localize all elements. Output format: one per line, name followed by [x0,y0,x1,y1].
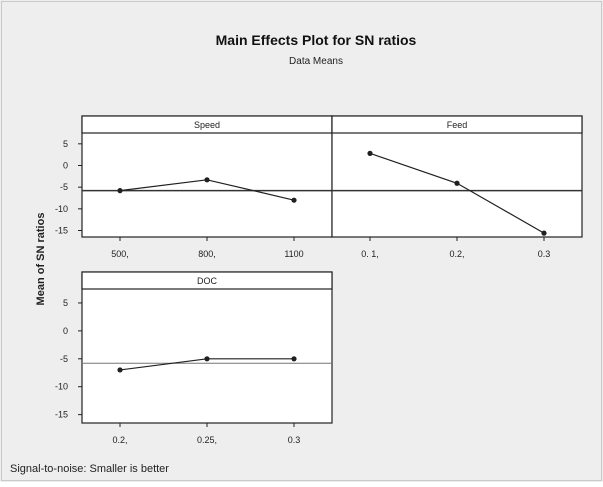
x-tick-label: 0.25, [197,435,217,445]
panel-area [331,115,583,238]
data-point [367,150,373,156]
data-point [204,356,210,362]
data-point [291,356,297,362]
y-tick-label: 0 [63,326,68,336]
chart-title: Main Effects Plot for SN ratios [216,32,417,48]
x-tick-label: 0.3 [538,249,551,259]
y-tick-label: -5 [60,182,68,192]
panel-strip-label: Feed [447,120,468,130]
panel-strip [331,115,583,134]
y-tick-label: 5 [63,298,68,308]
data-point [454,180,460,186]
panels-layer: Speed 5 0 -5 -10 -15 500, 800, 1100 Feed 0. 1, 0.2,… [55,115,583,445]
data-point [204,177,210,183]
panel-feed: Feed 0. 1, 0.2, 0.3 [331,115,583,259]
panel-speed: Speed 5 0 -5 -10 -15 500, 800, 1100 [55,115,333,259]
y-tick-label: -10 [55,204,68,214]
data-point [541,230,547,236]
panel-strip-label: Speed [194,120,220,130]
x-tick-label: 800, [198,249,216,259]
panel-area [81,271,333,424]
x-tick-label: 0.3 [288,435,301,445]
y-tick-label: 5 [63,139,68,149]
x-tick-label: 0.2, [112,435,127,445]
y-tick-label: 0 [63,161,68,171]
y-tick-label: -15 [55,226,68,236]
y-tick-label: -15 [55,410,68,420]
panel-strip-label: DOC [197,276,218,286]
footnote: Signal-to-noise: Smaller is better [10,463,169,475]
y-tick-label: -5 [60,354,68,364]
x-tick-label: 0.2, [449,249,464,259]
y-tick-label: -10 [55,382,68,392]
panel-doc: DOC 5 0 -5 -10 -15 0.2, 0.25, 0.3 [55,271,333,445]
data-point [117,188,123,194]
panel-strip [81,271,333,290]
data-point [117,367,123,373]
panel-area [81,115,333,238]
y-axis-label: Mean of SN ratios [35,213,47,306]
x-tick-label: 500, [111,249,129,259]
x-tick-label: 0. 1, [361,249,379,259]
x-tick-label: 1100 [284,249,303,259]
chart-subtitle: Data Means [289,56,343,67]
data-point [291,197,297,203]
